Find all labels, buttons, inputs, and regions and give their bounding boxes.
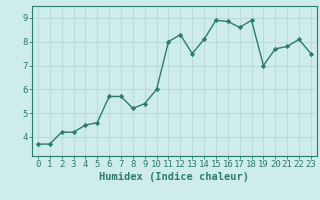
X-axis label: Humidex (Indice chaleur): Humidex (Indice chaleur) [100,172,249,182]
